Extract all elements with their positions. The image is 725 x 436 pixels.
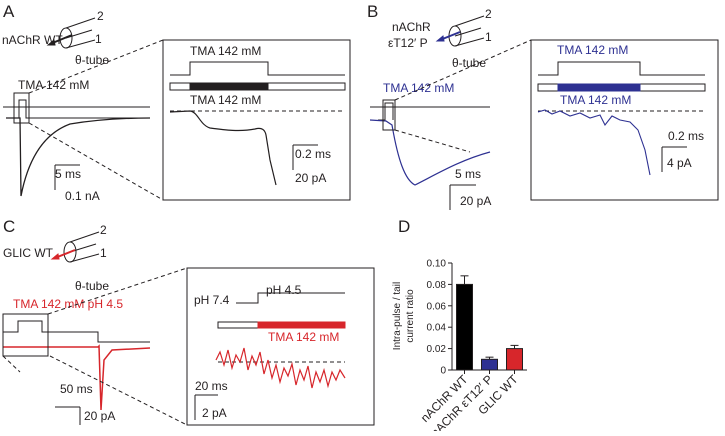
scale-bar [292,144,318,170]
pulse-label: TMA 142 mM [557,43,628,57]
pulse-bar-fill [189,82,269,91]
pulse-trace [14,99,150,119]
panel-label: C [3,217,15,236]
y-tick-label: 0.04 [427,323,447,334]
panel-c: C GLIC WT 2 1 θ-tube TMA 142 mM pH 4.5 5… [2,217,375,426]
panel-label: D [398,217,410,236]
scale-label: 5 ms [455,167,481,181]
y-tick-label: 0.08 [427,280,447,291]
y-tick-label: 0 [440,366,446,377]
y-axis-label: Intra-pulse / tail [392,282,403,350]
panel-a: A nAChR WT 2 1 θ-tube TMA 142 mM 5 ms 0.… [2,2,351,203]
pulse-bar-fill [557,83,641,92]
scale-label: 4 pA [667,156,692,170]
tube-label: 1 [95,32,102,46]
zoom-box [13,92,30,124]
construct: εT12′ P [388,36,428,50]
scale-label: 2 pA [202,406,227,420]
y-tick-label: 0.06 [427,301,447,312]
tube-label: 2 [485,7,492,21]
pulse-trace [236,292,345,304]
drug-label: TMA 142 mM [383,81,454,95]
scale-label: 0.1 nA [65,189,100,203]
scale-bar [449,184,476,210]
bar [456,283,473,371]
inset-box [186,267,375,426]
pulse-trace [378,102,394,121]
pulse-label: TMA 142 mM [190,93,261,107]
bar [506,348,523,371]
pulse-trace [538,61,705,76]
bar [481,358,498,371]
tube-label: 2 [100,223,107,237]
scale-label: 20 pA [460,194,491,208]
scale-label: 50 ms [60,382,93,396]
zoom-box [2,313,49,357]
current-trace [6,117,151,197]
tube-name: θ-tube [75,279,109,293]
construct: nAChR WT [2,33,63,47]
tube-label: 2 [97,9,104,23]
theta-tube-icon [46,17,96,49]
y-axis-label: current ratio [405,289,416,343]
panel-label: B [367,2,378,21]
y-tick-label: 0.02 [427,344,447,355]
scale-label: 0.2 ms [668,129,704,143]
theta-tube-icon [435,15,485,47]
y-tick-label: 0.10 [427,259,447,270]
scale-bar [54,164,80,190]
pulse-trace [3,320,150,343]
scale-label: 20 pA [295,171,326,185]
tube-label: 1 [100,246,107,260]
current-trace [537,109,651,176]
scale-bar [194,394,218,420]
zoom-line [28,39,164,201]
scale-bar [55,406,81,425]
panel-label: A [3,2,15,21]
ph-label: pH 7.4 [194,293,230,307]
panel-b: B nAChR εT12′ P 2 1 θ-tube TMA 142 mM 5 … [367,2,719,210]
drug-label: TMA 142 mM [18,78,89,92]
zoom-line [2,267,188,426]
zoom-box [382,99,396,131]
construct: nAChR [392,20,431,34]
tube-label: 1 [485,30,492,44]
pulse-label: TMA 142 mM [190,44,261,58]
theta-tube-icon [50,231,100,263]
scale-label: 20 ms [195,379,228,393]
current-trace [3,344,151,411]
scale-bar [661,146,687,172]
scale-label: 5 ms [55,167,81,181]
construct: GLIC WT [3,246,54,260]
pulse-trace [170,61,345,76]
current-trace [215,347,346,389]
zoom-line [394,39,532,153]
drug-label: TMA 142 mM pH 4.5 [13,297,123,311]
pulse-label: TMA 142 mM [560,93,631,107]
panel-d: D Intra-pulse / tail current ratio 0 0.02… [392,217,527,436]
scale-label: 0.2 ms [295,147,331,161]
tube-name: θ-tube [452,56,486,70]
inset-box [162,39,351,201]
current-trace [369,119,491,186]
ph-label: pH 4.5 [266,283,302,297]
inset-box [530,39,719,201]
scale-label: 20 pA [84,409,115,423]
tube-name: θ-tube [75,53,109,67]
current-trace [169,110,277,186]
pulse-bar-fill [257,321,346,329]
pulse-label: TMA 142 mM [268,330,339,344]
